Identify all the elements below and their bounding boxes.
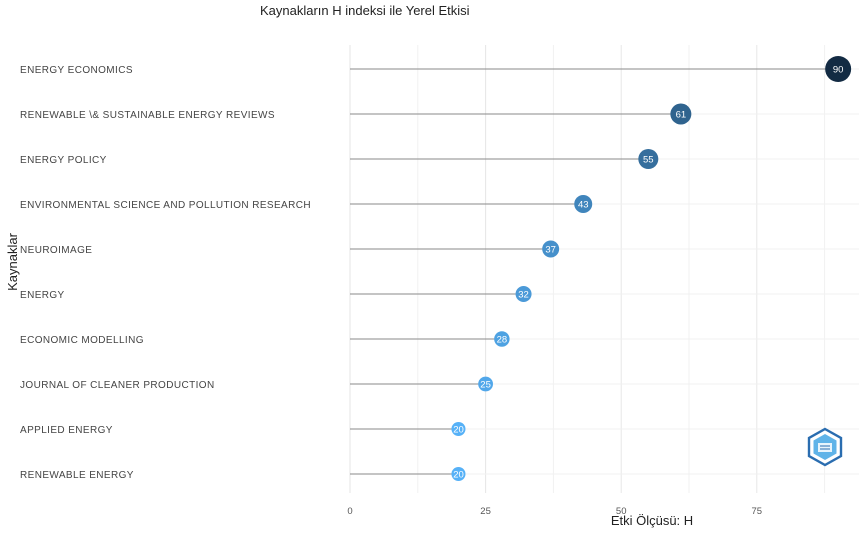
- lollipop-dot: [825, 56, 852, 82]
- x-tick-label: 75: [752, 506, 763, 517]
- lollipop-dot: [638, 149, 659, 169]
- category-label: APPLIED ENERGY: [20, 425, 113, 436]
- category-label: ENERGY: [20, 290, 65, 301]
- category-label: NEUROIMAGE: [20, 245, 92, 256]
- x-axis-title: Etki Ölçüsü: H: [611, 513, 693, 528]
- lollipop-dot: [515, 286, 532, 302]
- value-label: 32: [518, 290, 529, 301]
- lollipop-dot: [670, 103, 692, 125]
- category-label: JOURNAL OF CLEANER PRODUCTION: [20, 380, 215, 391]
- category-label: ENERGY ECONOMICS: [20, 65, 133, 76]
- value-label: 37: [545, 245, 556, 256]
- value-label: 43: [578, 200, 589, 211]
- category-label: RENEWABLE ENERGY: [20, 470, 134, 481]
- category-label: ECONOMIC MODELLING: [20, 335, 144, 346]
- value-label: 20: [453, 425, 464, 436]
- category-label: RENEWABLE \& SUSTAINABLE ENERGY REVIEWS: [20, 110, 275, 121]
- chart-title: Kaynakların H indeksi ile Yerel Etkisi: [260, 3, 470, 18]
- lollipop-dot: [542, 240, 560, 258]
- x-tick-label: 25: [480, 506, 491, 517]
- value-label: 90: [833, 65, 844, 76]
- y-axis-title: Kaynaklar: [5, 232, 20, 290]
- value-label: 61: [676, 110, 687, 121]
- lollipop-stems: [350, 68, 839, 475]
- category-label: ENERGY POLICY: [20, 155, 107, 166]
- lollipop-dot: [574, 195, 593, 213]
- x-tick-label: 50: [616, 506, 627, 517]
- grid-lines: [349, 45, 859, 493]
- x-tick-labels: 0 25 50 75: [347, 506, 762, 517]
- value-label: 25: [480, 380, 491, 391]
- category-labels: ENERGY ECONOMICS RENEWABLE \& SUSTAINABLE…: [20, 65, 311, 481]
- x-tick-label: 0: [347, 506, 352, 517]
- lollipop-dots: 90 61 55 43 37 32 28 25 20 20: [451, 56, 852, 481]
- value-label: 20: [453, 470, 464, 481]
- hexagon-logo-icon: [807, 427, 843, 467]
- lollipop-dot: [494, 331, 510, 347]
- value-label: 55: [643, 155, 654, 166]
- lollipop-dot: [478, 376, 493, 392]
- category-label: ENVIRONMENTAL SCIENCE AND POLLUTION RESE…: [20, 200, 311, 211]
- value-label: 28: [497, 335, 508, 346]
- lollipop-dot: [451, 467, 466, 481]
- lollipop-dot: [451, 422, 466, 436]
